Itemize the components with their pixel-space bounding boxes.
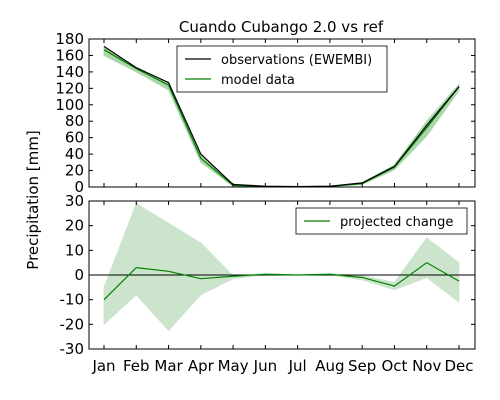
y-tick-label: 140 [55, 63, 84, 81]
x-tick-label: Jun [253, 357, 277, 375]
y-tick-label: 60 [65, 129, 84, 147]
legend-entry-label: projected change [340, 215, 453, 230]
y-tick-label: 120 [55, 79, 84, 97]
y-tick-label: 160 [55, 46, 84, 64]
x-tick-label: Feb [123, 357, 150, 375]
x-tick-label: Mar [154, 357, 183, 375]
x-axis-tick-labels: Jan Feb Mar Apr May Jun Jul Aug Sep Oct Nov Dec [91, 357, 473, 375]
legend-entry-label: model data [221, 73, 295, 88]
x-tick-label: Aug [315, 357, 344, 375]
y-tick-label: -10 [60, 291, 85, 309]
y-tick-label: 100 [55, 96, 84, 114]
y-axis-label: Precipitation [mm] [24, 130, 42, 269]
x-tick-label: Apr [188, 357, 215, 375]
y-tick-label: 180 [55, 30, 84, 48]
y-tick-label: 30 [65, 192, 84, 210]
x-tick-label: Sep [348, 357, 376, 375]
y-tick-label: -30 [60, 340, 85, 358]
x-tick-label: Nov [412, 357, 441, 375]
x-tick-label: Jul [288, 357, 307, 375]
x-tick-label: May [218, 357, 249, 375]
legend-box [176, 45, 388, 93]
x-tick-label: Oct [381, 357, 407, 375]
x-tick-label: Jan [91, 357, 115, 375]
y-tick-label: 0 [74, 266, 84, 284]
legend: observations (EWEMBI) model data [176, 45, 388, 93]
y-tick-label: 40 [65, 145, 84, 163]
x-tick-label: Dec [444, 357, 473, 375]
y-tick-label: 0 [74, 178, 84, 196]
series-line-0-0 [103, 45, 460, 188]
y-tick-label: 20 [65, 217, 84, 235]
y-tick-label: 10 [65, 241, 84, 259]
plot-frame [88, 38, 476, 188]
legend: projected change [295, 207, 468, 235]
y-tick-label: 20 [65, 162, 84, 180]
y-tick-label: 80 [65, 112, 84, 130]
panel-projected-change: -30 -20 -10 0 10 20 30 projected change [60, 192, 476, 358]
y-tick-label: -20 [60, 315, 85, 333]
series-line-1-0 [103, 261, 460, 301]
chart-title: Cuando Cubango 2.0 vs ref [179, 18, 384, 36]
legend-entry-label: observations (EWEMBI) [221, 53, 372, 68]
